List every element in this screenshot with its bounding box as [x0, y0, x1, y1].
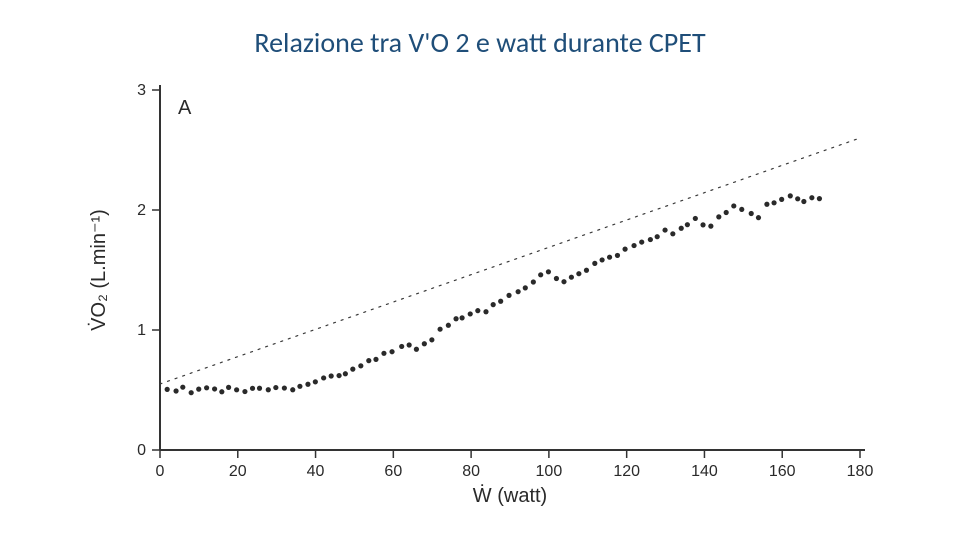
vo2-watt-chart: 0 20 40 60 80 100 120 140 160 180 0 1 2 3 Ẇ (watt) V̇O₂…: [50, 60, 910, 520]
x-tick-label: 100: [536, 463, 563, 480]
x-tick-label: 180: [847, 463, 874, 480]
panel-label: A: [178, 97, 192, 119]
x-tick-label: 160: [769, 463, 796, 480]
y-tick-label: 3: [137, 82, 146, 99]
x-tick-label: 0: [156, 463, 165, 480]
page-title: Relazione tra V'O 2 e watt durante CPET: [0, 25, 960, 60]
x-tick-label: 20: [229, 463, 247, 480]
y-tick-label: 2: [137, 202, 146, 219]
x-axis-label: Ẇ (watt): [473, 484, 547, 507]
y-tick-label: 1: [137, 322, 146, 339]
y-axis-label: V̇O₂ (L.min⁻¹): [88, 209, 110, 331]
x-tick-label: 120: [613, 463, 640, 480]
x-tick-label: 80: [462, 463, 480, 480]
x-tick-label: 60: [384, 463, 402, 480]
x-tick-label: 40: [307, 463, 325, 480]
y-tick-label: 0: [137, 442, 146, 459]
chart-container: 0 20 40 60 80 100 120 140 160 180 0 1 2 3 Ẇ (watt) V̇O₂…: [50, 60, 910, 520]
x-tick-label: 140: [691, 463, 718, 480]
